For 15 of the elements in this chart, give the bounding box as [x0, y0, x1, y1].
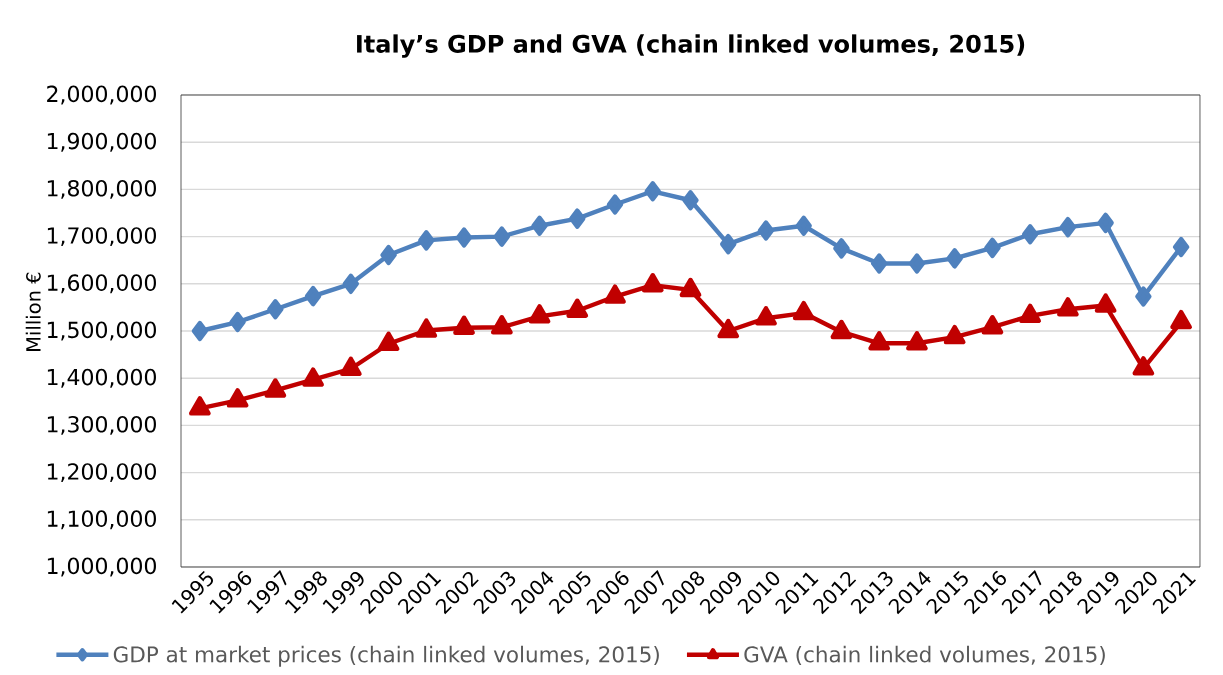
y-tick-label: 1,800,000: [47, 179, 156, 199]
y-tick-label: 1,700,000: [47, 227, 156, 247]
y-tick-label: 1,100,000: [47, 510, 156, 530]
y-tick-label: 1,000,000: [47, 557, 156, 577]
y-tick-label: 1,500,000: [47, 321, 156, 341]
legend-label: GVA (chain linked volumes, 2015): [744, 645, 1105, 666]
y-tick-label: 2,000,000: [47, 85, 156, 105]
chart-title: Italy’s GDP and GVA (chain linked volumes, 2015): [357, 34, 1025, 58]
y-tick-label: 1,300,000: [47, 415, 156, 435]
y-tick-label: 1,900,000: [47, 132, 156, 152]
legend-label: GDP at market prices (chain linked volumes, 2015): [113, 645, 659, 667]
y-tick-label: 1,600,000: [47, 274, 156, 294]
y-tick-label: 1,400,000: [47, 368, 156, 388]
y-tick-label: 1,200,000: [47, 463, 156, 483]
y-axis-title: Million €: [25, 272, 41, 351]
